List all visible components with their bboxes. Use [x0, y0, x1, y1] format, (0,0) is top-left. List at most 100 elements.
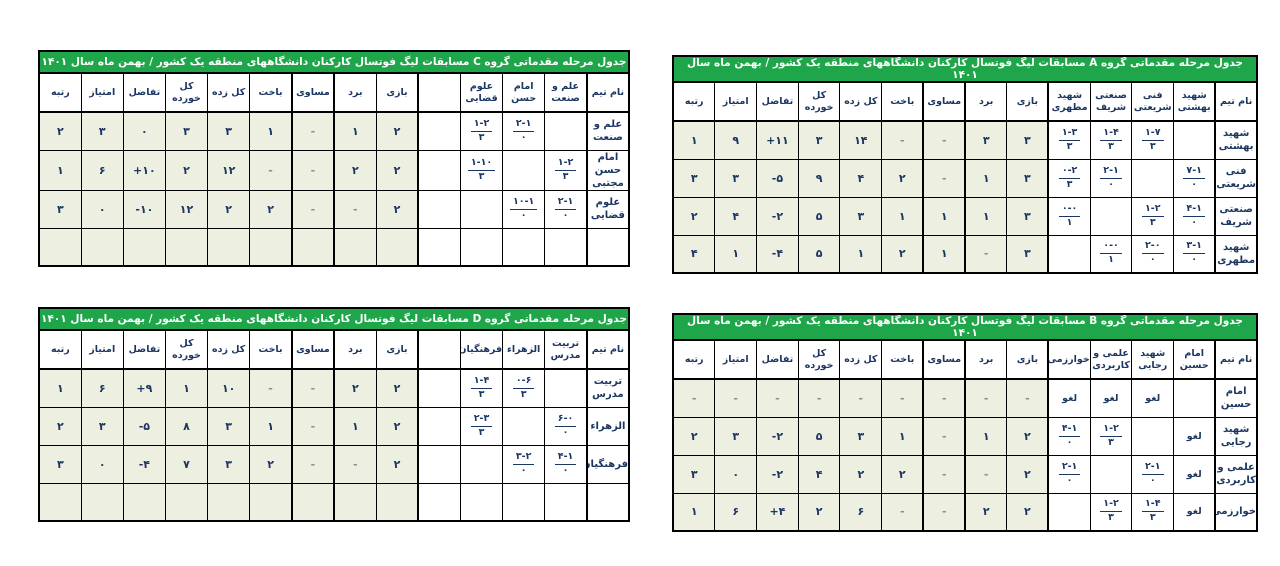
stat-cell — [122, 227, 166, 267]
column-header-opponent: تربیت مدرس — [544, 329, 588, 370]
empty-cell — [459, 227, 504, 267]
diagonal-cell — [502, 406, 546, 446]
stat-cell: - — [839, 378, 883, 418]
match-score: ۲-۱ — [1058, 461, 1081, 475]
match-score: ۱۰-۱ — [509, 196, 538, 210]
stat-cell: ۳ — [207, 444, 251, 484]
diagonal-cell — [1047, 492, 1091, 532]
match-score-cell: ۱-۴ ۳ — [459, 368, 504, 408]
stat-cell: ۲ — [249, 444, 293, 484]
empty-cell — [544, 482, 588, 522]
stat-cell: ۱ — [964, 416, 1008, 456]
stat-cell: - — [333, 189, 377, 229]
rank-cell: ۱ — [672, 120, 716, 160]
match-score: ۲-۱ — [1100, 165, 1122, 179]
stat-cell: - — [714, 378, 758, 418]
match-points: ۰ — [1108, 178, 1114, 190]
column-header-stat: کل زده — [839, 339, 883, 380]
match-score: ۲-۳ — [470, 413, 493, 427]
match-points: ۳ — [1066, 140, 1073, 152]
cancelled-match-cell: لغو — [1047, 378, 1091, 418]
stat-cell: ۱ — [964, 158, 1008, 198]
column-header-opponent: الزهراء — [502, 329, 546, 370]
match-points: ۰ — [1066, 474, 1073, 486]
stat-cell: -۴ — [756, 234, 799, 274]
stat-cell: ۱ — [922, 234, 967, 274]
stat-cell: - — [881, 120, 924, 160]
match-score: ۰-۰ — [1100, 240, 1122, 255]
column-header-stat: امتیاز — [80, 72, 124, 113]
table-row: شهید بهشتی ۱-۷ ۳ ۱-۴ ۳ ۱-۳ ۳ ۳ ۳- -۱۴ ۳ +۱۱ ۹ ۱ — [672, 120, 1258, 160]
stat-cell: ۳ — [839, 196, 883, 236]
match-points: ۰ — [562, 209, 569, 221]
match-score: ۲-۱ — [554, 196, 577, 210]
column-header-stat: رتبه — [38, 329, 82, 370]
match-score: ۰-۰ — [1058, 203, 1081, 217]
column-header-stat: رتبه — [672, 81, 716, 122]
stat-cell: - — [333, 444, 377, 484]
stat-cell: - — [249, 149, 293, 191]
stat-cell: ۳ — [80, 111, 124, 151]
stat-cell: -۵ — [122, 406, 166, 446]
table-row: الزهراء ۶-۰ ۰ ۲-۳ ۳ ۲ ۱-۱ ۳ ۸ -۵ ۳ ۲ — [38, 406, 630, 446]
rank-cell — [38, 227, 82, 267]
stat-cell: - — [922, 416, 967, 456]
match-score: ۰-۲ — [1058, 165, 1081, 179]
match-points: ۱ — [1108, 254, 1114, 266]
column-header-opponent: شهید مطهری — [1047, 81, 1091, 122]
stat-cell: ۱۴ — [839, 120, 883, 160]
match-score-cell: ۱-۳ ۳ — [1047, 120, 1091, 160]
table-row: تربیت مدرس ۰-۶ ۳ ۱-۴ ۳ ۲ ۲- -۱۰ ۱ +۹ ۶ ۱ — [38, 368, 630, 408]
match-points: ۰ — [1191, 178, 1198, 190]
stat-cell — [164, 227, 209, 267]
match-score-cell: ۲-۱ ۰ — [502, 111, 546, 151]
column-header-stat: کل خورده — [164, 72, 209, 113]
stat-cell — [249, 227, 293, 267]
match-score-cell: ۰-۶ ۳ — [502, 368, 546, 408]
standings-table-group-c: جدول مرحله مقدماتی گروه C مسابقات لیگ فو… — [38, 50, 630, 267]
stat-cell: ۱ — [333, 406, 377, 446]
column-header-stat: کل زده — [207, 72, 251, 113]
column-header-opponent: علوم قضایی — [459, 72, 504, 113]
rank-cell: - — [672, 378, 716, 418]
match-score-cell: ۱-۴ ۳ — [1131, 492, 1175, 532]
stat-cell: - — [290, 149, 336, 191]
empty-cell — [417, 111, 461, 151]
column-header-opponent: امام حسن — [502, 72, 546, 113]
match-points: ۰ — [1191, 254, 1198, 266]
match-points: ۳ — [1149, 216, 1156, 228]
team-name-cell: خوارزمی — [1214, 492, 1258, 532]
match-score: ۴-۱ — [554, 451, 577, 465]
match-score-cell: ۱-۲ ۳ — [1131, 196, 1175, 236]
stat-cell: - — [290, 111, 336, 151]
match-points: ۳ — [562, 170, 569, 182]
column-header-opponent: علمی و کاربردی — [1089, 339, 1133, 380]
stat-cell: - — [290, 368, 336, 408]
stat-cell: ۳ — [80, 406, 124, 446]
stat-cell: ۲ — [881, 454, 924, 494]
match-score: ۲-۱ — [1141, 461, 1164, 475]
table-title: جدول مرحله مقدماتی گروه C مسابقات لیگ فو… — [38, 50, 630, 74]
column-header-stat: امتیاز — [714, 81, 758, 122]
match-score-cell: ۰-۰ ۱ — [1089, 234, 1133, 274]
league-table: جدول مرحله مقدماتی گروه D مسابقات لیگ فو… — [38, 307, 630, 522]
stat-cell: -۴ — [122, 444, 166, 484]
stat-cell: ۲ — [333, 368, 377, 408]
column-header-team-name: نام تیم — [1214, 81, 1258, 122]
match-points: ۳ — [478, 426, 485, 438]
match-score-cell: ۴-۱ ۰ — [544, 444, 588, 484]
stat-cell — [333, 482, 377, 522]
match-score: ۱-۲ — [1100, 498, 1122, 513]
column-header-stat: کل زده — [839, 81, 883, 122]
stat-cell — [207, 482, 251, 522]
stat-cell: ۱۰ — [207, 368, 251, 408]
empty-cell — [417, 189, 461, 229]
stat-cell: ۲ — [1006, 492, 1050, 532]
match-score-cell: ۴-۱ ۰ — [1047, 416, 1091, 456]
diagonal-cell — [417, 227, 461, 267]
column-header-stat: برد — [964, 339, 1008, 380]
match-score-cell: ۰-۲ ۳ — [1047, 158, 1091, 198]
stat-cell: - — [290, 189, 336, 229]
match-points: ۳ — [478, 131, 485, 143]
stat-cell: ۲ — [375, 111, 420, 151]
